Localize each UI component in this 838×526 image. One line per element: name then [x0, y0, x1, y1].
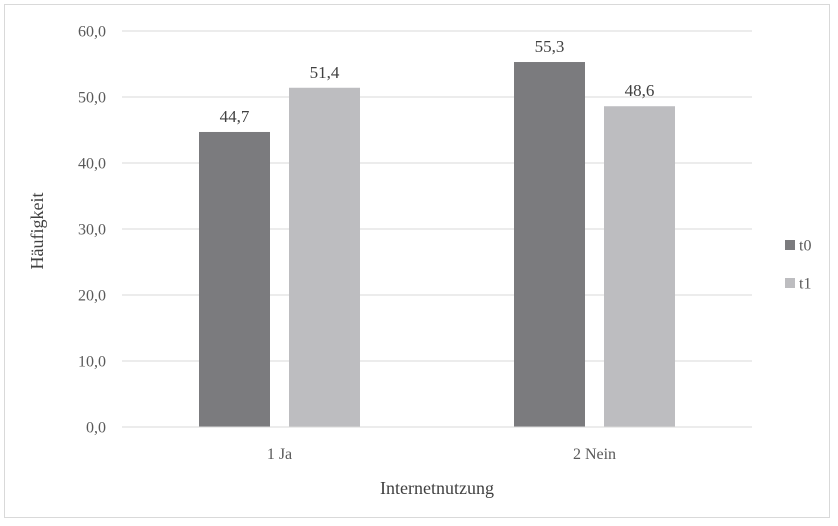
bar-t0-2	[514, 62, 585, 428]
bar-t0-1	[199, 131, 270, 428]
y-tick-label: 0,0	[86, 420, 106, 437]
y-tick-label: 50,0	[78, 90, 106, 107]
y-tick-label: 30,0	[78, 222, 106, 239]
data-label: 55,3	[535, 37, 565, 56]
y-tick-label: 40,0	[78, 156, 106, 173]
legend-swatch-t1	[785, 278, 795, 288]
data-label: 48,6	[625, 81, 655, 100]
bar-t1-2	[604, 106, 675, 428]
y-axis-title: Häufigkeit	[27, 193, 47, 270]
x-tick-label: 2 Nein	[573, 446, 616, 463]
x-axis-ticks: 1 Ja 2 Nein	[267, 446, 616, 463]
bar-t1-1	[289, 87, 360, 427]
data-label: 44,7	[220, 107, 250, 126]
legend-label-t0: t0	[799, 238, 811, 255]
data-label: 51,4	[310, 63, 340, 82]
legend-swatch-t0	[785, 240, 795, 250]
legend: t0 t1	[785, 238, 811, 293]
y-axis-ticks: 0,0 10,0 20,0 30,0 40,0 50,0 60,0	[78, 24, 106, 437]
chart-frame	[4, 4, 830, 518]
y-tick-label: 60,0	[78, 24, 106, 41]
data-labels: 44,7 51,4 55,3 48,6	[220, 37, 655, 126]
bars	[199, 62, 675, 428]
y-tick-label: 10,0	[78, 354, 106, 371]
y-tick-label: 20,0	[78, 288, 106, 305]
legend-label-t1: t1	[799, 276, 811, 293]
x-axis-title: Internetnutzung	[380, 478, 494, 498]
x-tick-label: 1 Ja	[267, 446, 292, 463]
